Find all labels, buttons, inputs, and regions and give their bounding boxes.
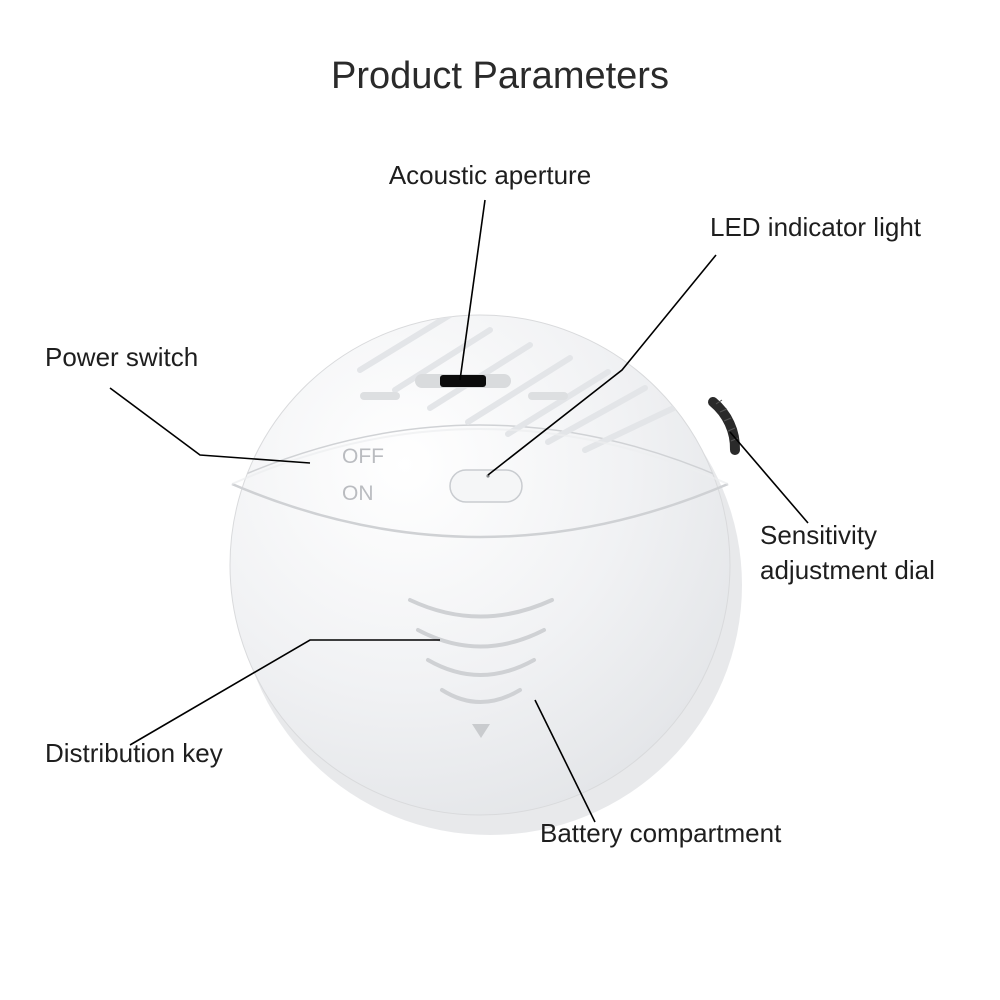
diagram-svg: OFF ON	[0, 0, 1000, 1000]
power-switch-button	[450, 470, 522, 502]
diagram-canvas: Product Parameters	[0, 0, 1000, 1000]
label-acoustic-aperture: Acoustic aperture	[370, 160, 610, 191]
label-sensitivity: Sensitivity adjustment dial	[760, 518, 935, 588]
on-text: ON	[342, 482, 374, 505]
sensitivity-dial-ridge	[713, 400, 738, 450]
label-battery: Battery compartment	[540, 818, 781, 849]
acoustic-aperture	[415, 374, 511, 388]
device-body	[230, 315, 730, 815]
label-distribution-key: Distribution key	[45, 738, 223, 769]
off-text: OFF	[342, 445, 384, 468]
label-led-indicator: LED indicator light	[710, 212, 921, 243]
label-power-switch: Power switch	[45, 342, 198, 373]
